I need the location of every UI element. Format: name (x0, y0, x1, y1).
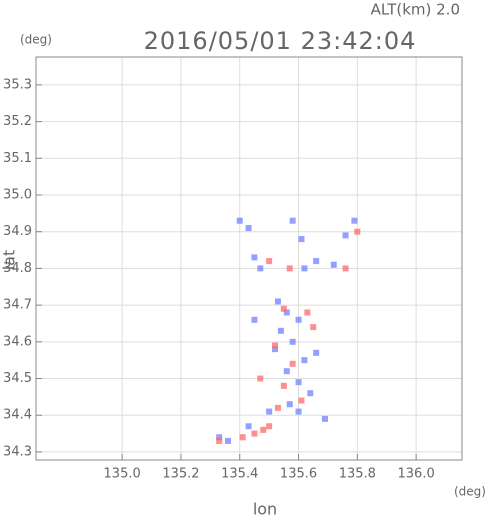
y-tick-label: 34.9 (3, 224, 32, 239)
data-cell (266, 423, 273, 430)
y-tick-label: 35.2 (3, 114, 32, 129)
data-cell (257, 265, 264, 272)
altitude-label: ALT(km) 2.0 (371, 1, 460, 19)
data-cell (342, 265, 349, 272)
x-tick-label: 135.4 (221, 467, 258, 482)
data-cell (354, 228, 361, 235)
data-cell (289, 217, 296, 224)
data-cell (301, 265, 308, 272)
data-cell (277, 327, 284, 334)
data-cell (274, 404, 281, 411)
y-tick-label: 34.3 (3, 444, 32, 459)
x-tick-label: 135.2 (162, 467, 199, 482)
data-cell (283, 368, 290, 375)
data-cell (245, 225, 252, 232)
data-cell (310, 324, 317, 331)
data-cell (289, 338, 296, 345)
data-cell (286, 265, 293, 272)
data-cell (260, 426, 267, 433)
y-tick-label: 34.8 (3, 261, 32, 276)
data-cell (307, 390, 314, 397)
data-cell (239, 434, 246, 441)
data-cell (251, 430, 258, 437)
x-tick-label: 135.0 (104, 467, 141, 482)
y-tick-label: 34.6 (3, 334, 32, 349)
data-cell (298, 397, 305, 404)
data-cell (295, 379, 302, 386)
y-tick-label: 34.7 (3, 298, 32, 313)
data-cell (216, 434, 223, 441)
data-cell (295, 316, 302, 323)
data-cell (304, 309, 311, 316)
x-axis-label: lon (253, 500, 277, 519)
data-cell (272, 346, 279, 353)
data-cell (224, 437, 231, 444)
data-cell (272, 342, 279, 349)
data-cell (330, 261, 337, 268)
y-tick-label: 34.5 (3, 371, 32, 386)
plot-frame (35, 56, 463, 461)
data-cell (216, 437, 223, 444)
chart-title: 2016/05/01 23:42:04 (144, 27, 417, 55)
data-cell (289, 360, 296, 367)
data-cell (274, 298, 281, 305)
data-cell (266, 258, 273, 265)
data-cell (342, 232, 349, 239)
y-tick-label: 35.3 (3, 77, 32, 92)
data-cell (236, 217, 243, 224)
y-tick-label: 35.0 (3, 188, 32, 203)
data-cell (321, 415, 328, 422)
data-cell (301, 357, 308, 364)
data-cell (266, 408, 273, 415)
y-tick-label: 34.4 (3, 408, 32, 423)
data-cell (251, 316, 258, 323)
y-tick-label: 35.1 (3, 151, 32, 166)
data-cell (351, 217, 358, 224)
data-cell (295, 408, 302, 415)
x-unit: (deg) (454, 485, 486, 499)
x-tick-label: 135.6 (280, 467, 317, 482)
y-unit: (deg) (20, 33, 52, 47)
data-cell (313, 258, 320, 265)
data-cell (280, 305, 287, 312)
data-cell (286, 401, 293, 408)
data-cell (280, 382, 287, 389)
x-tick-label: 135.8 (339, 467, 376, 482)
data-cell (257, 375, 264, 382)
y-axis-label: lat (0, 250, 19, 271)
data-cell (313, 349, 320, 356)
data-cell (245, 423, 252, 430)
data-cell (283, 309, 290, 316)
x-tick-label: 136.0 (398, 467, 435, 482)
data-cell (251, 254, 258, 261)
data-cell (298, 236, 305, 243)
